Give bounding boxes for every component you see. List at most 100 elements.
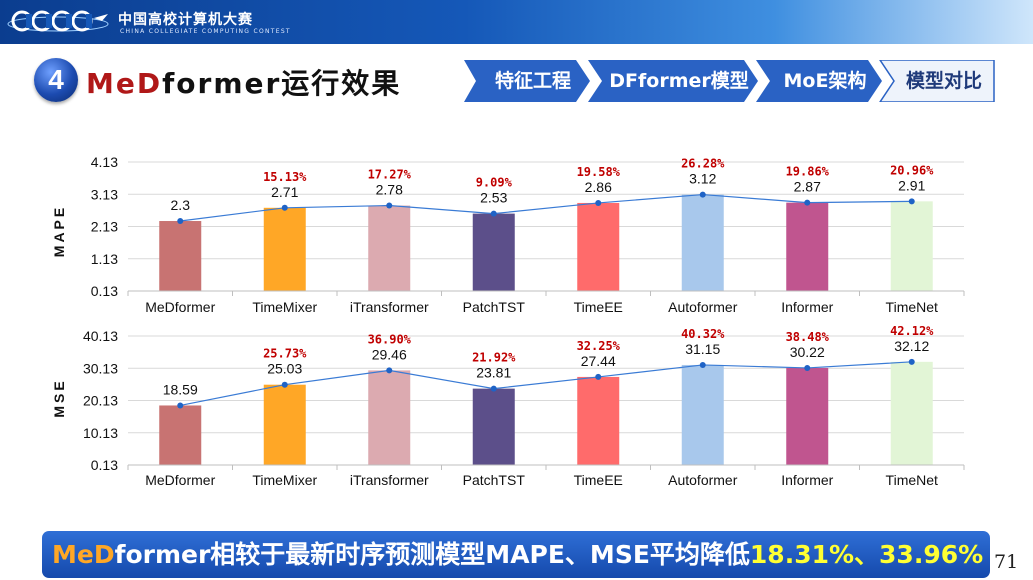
page-number: 71 — [994, 551, 1019, 573]
trend-point — [699, 361, 706, 368]
bar — [159, 221, 202, 291]
banner-text: former相较于最新时序预测模型MAPE、MSE平均降低 — [114, 540, 750, 569]
x-tick-label: Informer — [781, 299, 833, 315]
data-label: 23.81 — [476, 365, 511, 381]
bar — [786, 202, 829, 291]
bar — [472, 388, 515, 465]
org-subtitle: CHINA COLLEGIATE COMPUTING CONTEST — [120, 28, 291, 35]
data-label: 18.59 — [163, 381, 198, 397]
breadcrumb-item-feature-engineering[interactable]: 特征工程 — [494, 70, 571, 92]
x-tick-label: iTransformer — [350, 299, 429, 315]
trend-point — [908, 358, 915, 365]
banner-percentages: 18.31%、33.96% — [749, 540, 984, 569]
percentage-label: 32.25% — [577, 339, 621, 353]
y-tick-label: 30.13 — [83, 360, 118, 376]
summary-banner: MeDformer相较于最新时序预测模型MAPE、MSE平均降低18.31%、3… — [42, 531, 990, 578]
percentage-label: 40.32% — [681, 327, 725, 341]
trend-point — [386, 367, 393, 374]
data-label: 25.03 — [267, 361, 302, 377]
trend-line — [180, 361, 912, 407]
breadcrumb-shapes — [464, 60, 995, 102]
data-label: 3.12 — [689, 171, 716, 187]
data-label: 2.87 — [794, 179, 821, 195]
y-axis-label: MAPE — [51, 205, 67, 257]
trend-point — [595, 199, 602, 206]
bar — [368, 205, 411, 291]
cccc-logo — [7, 10, 109, 32]
y-tick-label: 1.13 — [91, 251, 118, 267]
breadcrumb-item-moe-architecture[interactable]: MoE架构 — [783, 70, 867, 92]
x-tick-label: TimeEE — [574, 299, 623, 315]
x-tick-label: TimeMixer — [252, 472, 317, 488]
page-title: MeDformer运行效果 — [86, 62, 401, 102]
x-tick-label: Autoformer — [668, 299, 738, 315]
x-tick-label: TimeNet — [886, 299, 938, 315]
top-header-bar: 中国高校计算机大赛 CHINA COLLEGIATE COMPUTING CON… — [0, 0, 1033, 44]
bar — [786, 367, 829, 465]
breadcrumb-item-model-comparison[interactable]: 模型对比 — [905, 70, 982, 92]
percentage-label: 38.48% — [786, 330, 830, 344]
data-label: 2.91 — [898, 177, 925, 193]
bar — [890, 361, 933, 465]
section-number-badge: 4 — [34, 58, 78, 102]
trend-point — [804, 199, 811, 206]
x-tick-label: MeDformer — [145, 472, 215, 488]
percentage-label: 19.58% — [577, 165, 621, 179]
data-label: 2.53 — [480, 190, 507, 206]
data-label: 29.46 — [372, 346, 407, 362]
y-tick-label: 0.13 — [91, 457, 118, 473]
y-tick-label: 2.13 — [91, 219, 118, 235]
y-tick-label: 3.13 — [91, 186, 118, 202]
breadcrumb-step-2-shape[interactable] — [588, 60, 758, 102]
y-tick-label: 0.13 — [91, 283, 118, 299]
percentage-label: 17.27% — [368, 168, 412, 182]
percentage-label: 20.96% — [890, 163, 934, 177]
page-title-highlight: MeD — [86, 67, 163, 100]
bar — [368, 370, 411, 465]
percentage-label: 21.92% — [472, 351, 516, 365]
data-label: 27.44 — [581, 353, 616, 369]
x-tick-label: iTransformer — [350, 472, 429, 488]
x-tick-label: PatchTST — [463, 299, 526, 315]
bar — [890, 201, 933, 291]
org-title: 中国高校计算机大赛 — [118, 12, 253, 28]
x-tick-label: TimeEE — [574, 472, 623, 488]
bar — [577, 376, 620, 465]
x-tick-label: Autoformer — [668, 472, 738, 488]
data-label: 2.86 — [585, 179, 612, 195]
percentage-label: 15.13% — [263, 170, 307, 184]
breadcrumb-step-1-shape[interactable] — [464, 60, 590, 102]
x-tick-label: MeDformer — [145, 299, 215, 315]
bar — [263, 207, 306, 291]
data-label: 2.3 — [171, 197, 191, 213]
trend-line — [180, 193, 912, 222]
percentage-label: 36.90% — [368, 332, 412, 346]
trend-point — [490, 210, 497, 217]
trend-point — [490, 385, 497, 392]
data-label: 2.71 — [271, 184, 298, 200]
trend-point — [281, 204, 288, 211]
percentage-label: 19.86% — [786, 165, 830, 179]
percentage-label: 9.09% — [476, 176, 513, 190]
x-tick-label: TimeMixer — [252, 299, 317, 315]
percentage-label: 42.12% — [890, 324, 934, 338]
percentage-label: 25.73% — [263, 347, 307, 361]
trend-point — [281, 381, 288, 388]
breadcrumb: 特征工程 DFformer模型 MoE架构 模型对比 — [464, 60, 1004, 102]
trend-point — [595, 373, 602, 380]
bar — [159, 405, 202, 465]
breadcrumb-step-3-shape[interactable] — [756, 60, 882, 102]
trend-point — [804, 364, 811, 371]
y-tick-label: 10.13 — [83, 425, 118, 441]
bar — [577, 202, 620, 291]
bar — [681, 364, 724, 465]
y-tick-label: 4.13 — [91, 154, 118, 170]
banner-highlight-med: MeD — [52, 540, 115, 569]
trend-point — [699, 191, 706, 198]
percentage-label: 26.28% — [681, 157, 725, 171]
breadcrumb-step-4-shape[interactable] — [879, 60, 995, 102]
y-tick-label: 20.13 — [83, 393, 118, 409]
y-axis-label: MSE — [51, 378, 67, 417]
breadcrumb-item-dfformer-model[interactable]: DFformer模型 — [609, 70, 749, 92]
